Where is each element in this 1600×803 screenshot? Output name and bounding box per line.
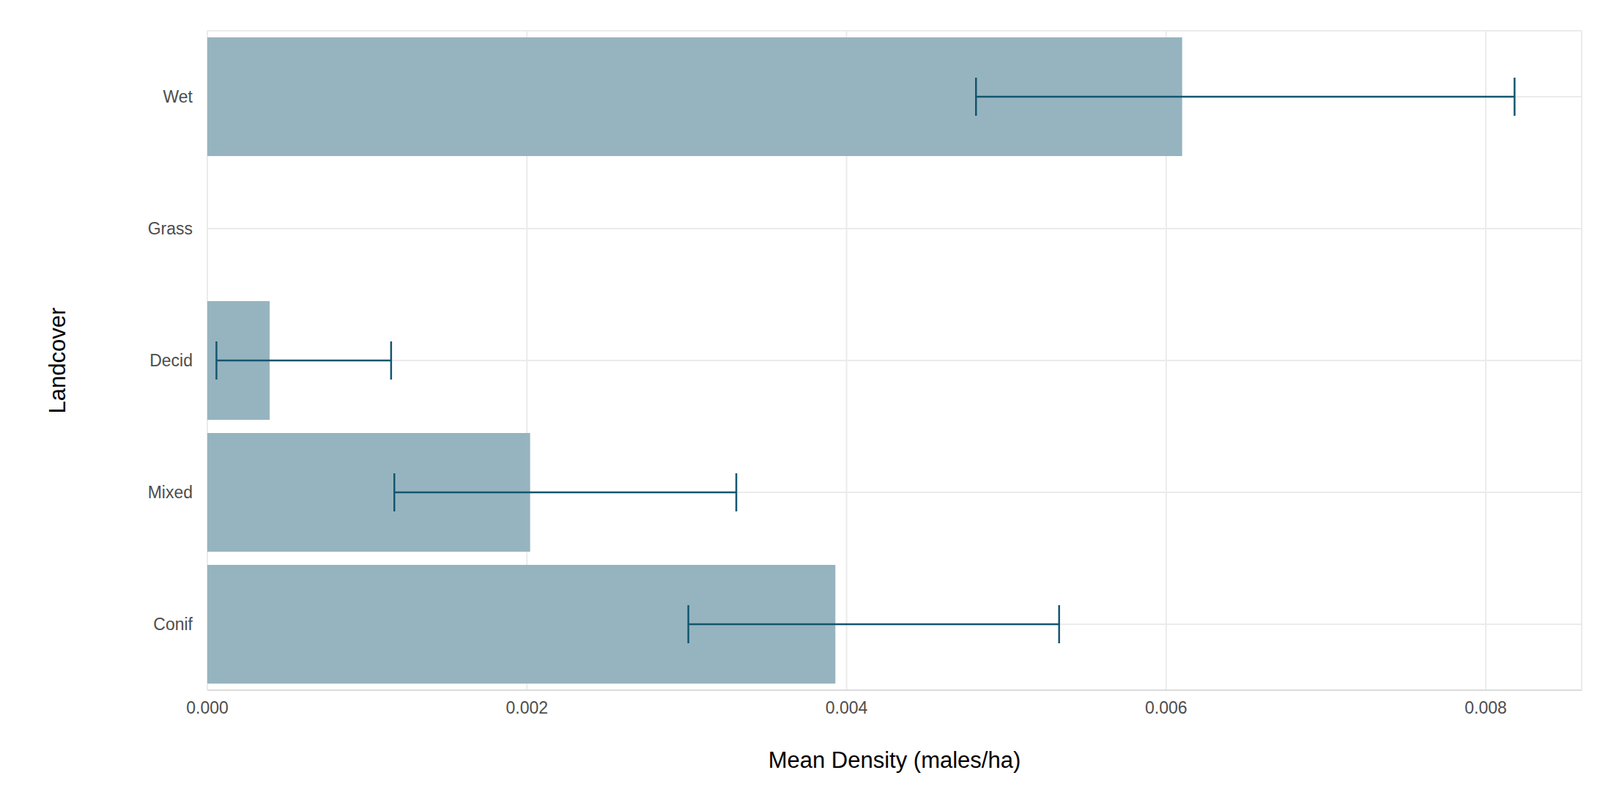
svg-text:Grass: Grass [147, 219, 193, 239]
svg-text:Decid: Decid [149, 350, 193, 370]
svg-text:Landcover: Landcover [44, 307, 71, 414]
svg-text:0.002: 0.002 [505, 698, 548, 718]
svg-text:0.006: 0.006 [1145, 698, 1188, 718]
svg-text:0.004: 0.004 [825, 698, 869, 718]
svg-text:Mean Density (males/ha): Mean Density (males/ha) [768, 747, 1022, 773]
svg-text:0.000: 0.000 [186, 698, 229, 718]
svg-text:0.008: 0.008 [1464, 698, 1507, 718]
svg-text:Conif: Conif [153, 614, 193, 634]
svg-text:Mixed: Mixed [147, 482, 193, 502]
svg-text:Wet: Wet [163, 87, 194, 107]
